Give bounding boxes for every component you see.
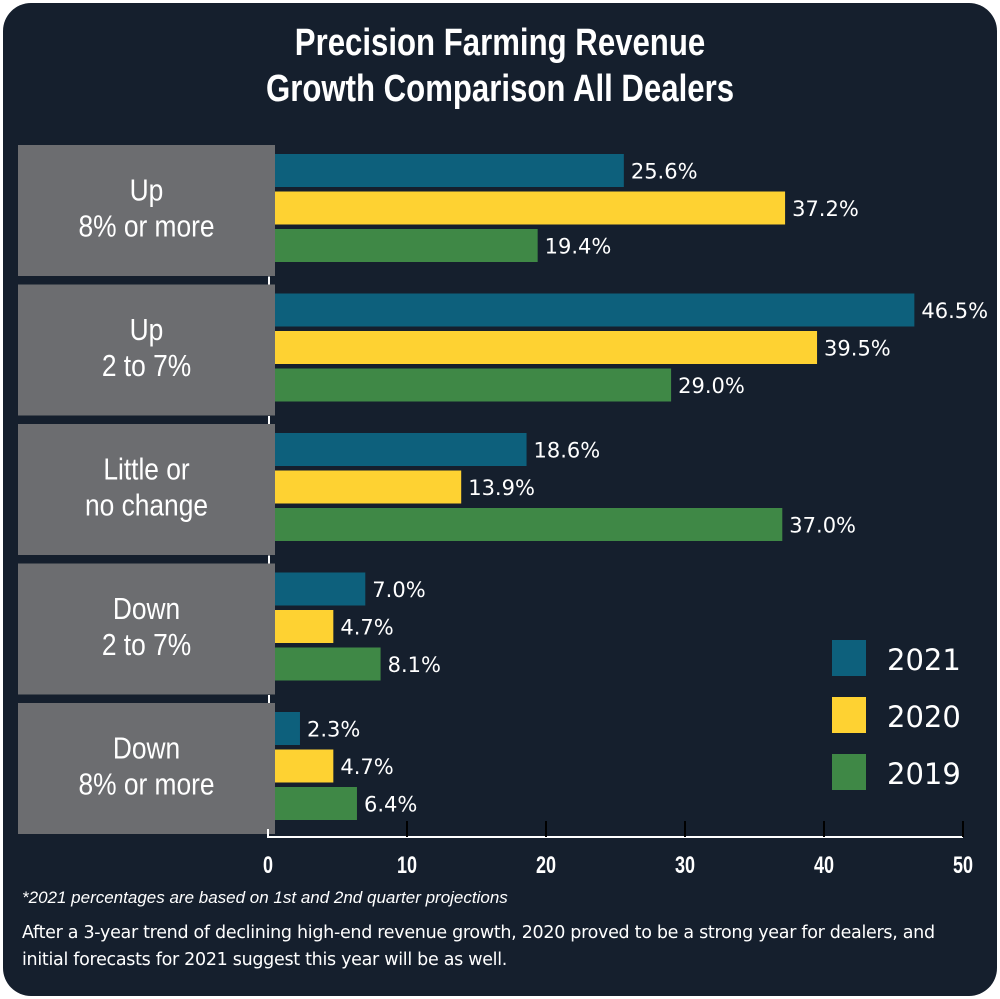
x-tick-label: 0 (263, 853, 273, 879)
category-label: Up (130, 313, 164, 347)
data-label-2020: 4.7% (340, 755, 393, 779)
bar-2019 (275, 368, 672, 402)
bar-2021 (275, 572, 366, 606)
data-label-2020: 37.2% (792, 197, 859, 221)
data-label-2020: 39.5% (824, 337, 891, 361)
data-label-2019: 8.1% (388, 653, 441, 677)
data-label-2019: 37.0% (789, 514, 856, 538)
data-label-2019: 29.0% (678, 374, 745, 398)
data-label-2021: 2.3% (307, 718, 360, 742)
x-tick-label: 20 (536, 853, 556, 879)
data-label-2019: 19.4% (545, 235, 612, 259)
legend-label-2019: 2019 (887, 757, 961, 791)
category-label: 8% or more (78, 210, 214, 244)
chart-title-line-2: Growth Comparison All Dealers (265, 68, 735, 110)
bar-2019 (275, 647, 381, 681)
bar-2020 (275, 749, 334, 783)
legend-swatch-2020 (832, 697, 866, 733)
bar-2019 (275, 787, 357, 820)
bar-2020 (275, 191, 786, 225)
data-label-2021: 25.6% (631, 160, 698, 184)
x-tick-label: 10 (397, 853, 417, 879)
x-tick-label: 40 (814, 853, 834, 879)
bar-2020 (275, 610, 334, 643)
category-panel (18, 145, 275, 276)
category-panel (18, 284, 275, 416)
category-panel (18, 703, 275, 834)
category-label: Up (130, 174, 164, 208)
category-label: Down (113, 732, 180, 766)
data-label-2020: 13.9% (468, 476, 535, 500)
bar-2021 (275, 712, 300, 745)
chart-title: Precision Farming Revenue Growth Compari… (90, 20, 910, 112)
bar-2019 (275, 508, 783, 541)
data-label-2021: 18.6% (534, 439, 601, 463)
footnote: *2021 percentages are based on 1st and 2… (22, 888, 508, 907)
bar-2021 (275, 154, 624, 187)
x-axis-line (267, 829, 963, 838)
data-label-2021: 46.5% (921, 299, 988, 323)
bar-2020 (275, 331, 818, 364)
category-label: 8% or more (78, 768, 214, 802)
x-tick-label: 30 (675, 853, 695, 879)
x-tick-label: 50 (953, 853, 973, 879)
data-label-2020: 4.7% (340, 616, 393, 640)
category-label: Little or (103, 453, 190, 487)
category-panel (18, 563, 275, 695)
bar-2021 (275, 293, 915, 327)
category-label: 2 to 7% (102, 349, 191, 383)
legend-swatch-2019 (832, 754, 866, 790)
category-label: 2 to 7% (102, 628, 191, 662)
legend-label-2020: 2020 (887, 700, 961, 734)
category-label: no change (85, 489, 208, 523)
data-label-2019: 6.4% (364, 793, 417, 817)
chart-title-line-1: Precision Farming Revenue (294, 22, 706, 64)
bar-2020 (275, 470, 462, 504)
category-label: Down (113, 592, 180, 626)
category-panel (18, 424, 275, 555)
summary-text: After a 3-year trend of declining high-e… (22, 923, 935, 970)
data-label-2021: 7.0% (372, 578, 425, 602)
bar-2021 (275, 433, 527, 466)
legend-swatch-2021 (832, 640, 866, 676)
legend-label-2021: 2021 (887, 643, 961, 677)
bar-2019 (275, 229, 538, 262)
